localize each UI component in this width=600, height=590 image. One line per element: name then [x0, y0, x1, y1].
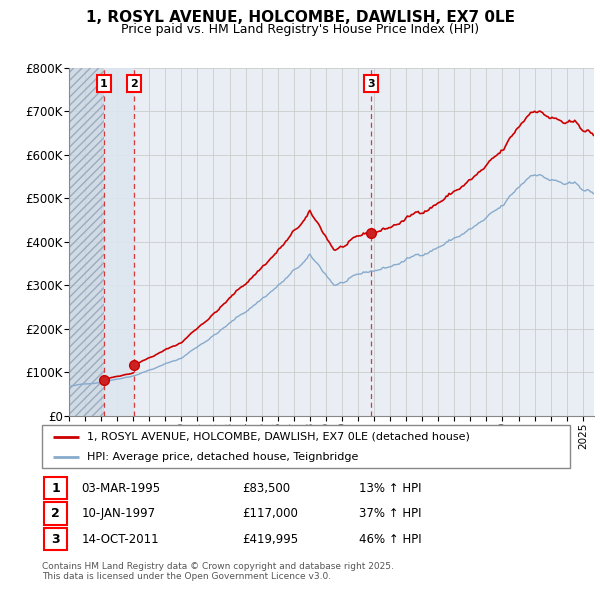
FancyBboxPatch shape — [44, 503, 67, 525]
Text: £83,500: £83,500 — [242, 481, 291, 494]
Text: Price paid vs. HM Land Registry's House Price Index (HPI): Price paid vs. HM Land Registry's House … — [121, 23, 479, 36]
FancyBboxPatch shape — [44, 528, 67, 550]
Text: 2: 2 — [130, 78, 137, 88]
Text: 13% ↑ HPI: 13% ↑ HPI — [359, 481, 421, 494]
Text: 46% ↑ HPI: 46% ↑ HPI — [359, 533, 421, 546]
Text: 10-JAN-1997: 10-JAN-1997 — [82, 507, 156, 520]
Text: This data is licensed under the Open Government Licence v3.0.: This data is licensed under the Open Gov… — [42, 572, 331, 581]
Text: 1: 1 — [52, 481, 60, 494]
Text: 1, ROSYL AVENUE, HOLCOMBE, DAWLISH, EX7 0LE (detached house): 1, ROSYL AVENUE, HOLCOMBE, DAWLISH, EX7 … — [87, 432, 470, 442]
Bar — [69, 68, 104, 416]
Text: 2: 2 — [52, 507, 60, 520]
FancyBboxPatch shape — [44, 477, 67, 499]
Bar — [104, 68, 134, 416]
Text: 1: 1 — [100, 78, 108, 88]
Text: HPI: Average price, detached house, Teignbridge: HPI: Average price, detached house, Teig… — [87, 453, 358, 462]
Text: 3: 3 — [367, 78, 374, 88]
Text: 3: 3 — [52, 533, 60, 546]
Text: 37% ↑ HPI: 37% ↑ HPI — [359, 507, 421, 520]
FancyBboxPatch shape — [42, 425, 570, 468]
Text: 03-MAR-1995: 03-MAR-1995 — [82, 481, 161, 494]
Text: 1, ROSYL AVENUE, HOLCOMBE, DAWLISH, EX7 0LE: 1, ROSYL AVENUE, HOLCOMBE, DAWLISH, EX7 … — [86, 10, 515, 25]
Text: 14-OCT-2011: 14-OCT-2011 — [82, 533, 159, 546]
Text: Contains HM Land Registry data © Crown copyright and database right 2025.: Contains HM Land Registry data © Crown c… — [42, 562, 394, 571]
Text: £117,000: £117,000 — [242, 507, 299, 520]
Bar — [69, 68, 104, 416]
Text: £419,995: £419,995 — [242, 533, 299, 546]
